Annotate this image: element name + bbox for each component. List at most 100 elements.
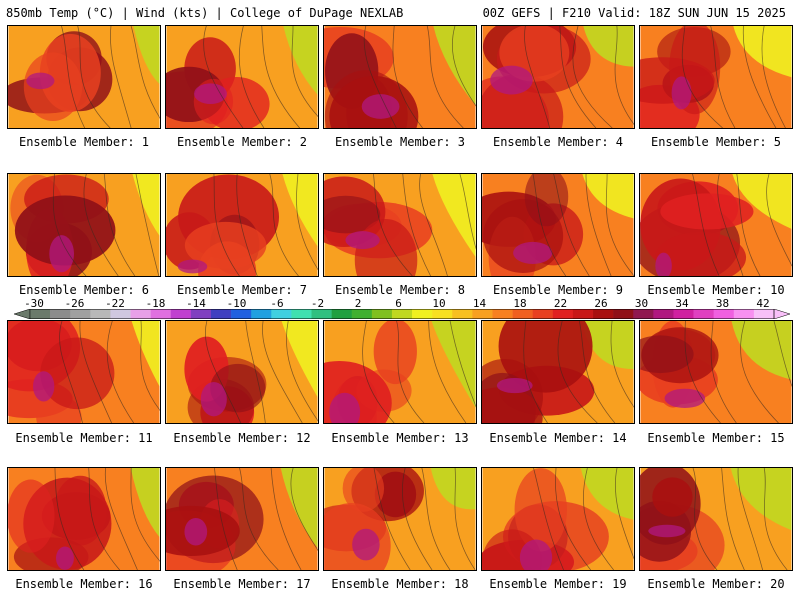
colorbar-tick-label: 38 — [715, 297, 730, 310]
ensemble-panel-4[interactable] — [481, 25, 635, 129]
colorbar-swatch — [331, 309, 353, 319]
warm-region — [324, 195, 381, 234]
warm-region — [482, 387, 543, 423]
ensemble-panel-9[interactable] — [481, 173, 635, 277]
contour-line — [79, 321, 112, 423]
ensemble-panel-3[interactable] — [323, 25, 477, 129]
warm-region — [40, 337, 115, 410]
ensemble-panel-10[interactable] — [639, 173, 793, 277]
colorbar-swatch — [50, 309, 71, 319]
colorbar-swatch — [472, 309, 493, 319]
hot-spot — [513, 241, 553, 264]
colorbar-swatch — [351, 309, 373, 319]
colorbar-swatch — [753, 309, 775, 319]
colorbar-swatch — [653, 309, 674, 319]
ensemble-panel-2[interactable] — [165, 25, 319, 129]
warm-region — [660, 193, 754, 230]
contour-line — [692, 174, 720, 276]
colorbar-swatch — [512, 309, 534, 319]
temperature-map — [324, 26, 476, 128]
colorbar-tick-label: -14 — [186, 297, 206, 310]
colorbar-arrow-right — [773, 309, 790, 319]
colorbar-swatch — [70, 309, 91, 319]
ensemble-panel-5[interactable] — [639, 25, 793, 129]
warm-region — [640, 335, 694, 374]
colorbar-swatch — [210, 309, 232, 319]
colorbar-tick-label: -22 — [105, 297, 125, 310]
cool-region — [283, 26, 318, 95]
cool-region — [433, 26, 476, 106]
panel-label-3: Ensemble Member: 3 — [334, 135, 466, 149]
temperature-map — [324, 468, 476, 570]
ensemble-panel-6[interactable] — [7, 173, 161, 277]
contour-line — [555, 468, 591, 570]
hot-spot — [519, 539, 553, 570]
colorbar-swatch — [291, 309, 312, 319]
cool-region — [582, 174, 634, 219]
ensemble-panel-13[interactable] — [323, 320, 477, 424]
temperature-map — [8, 26, 160, 128]
colorbar-swatch — [532, 309, 554, 319]
ensemble-panel-14[interactable] — [481, 320, 635, 424]
contour-line — [583, 468, 614, 570]
contour-line — [373, 174, 413, 276]
ensemble-panel-19[interactable] — [481, 467, 635, 571]
contour-line — [449, 321, 476, 408]
panel-label-18: Ensemble Member: 18 — [331, 577, 469, 591]
temperature-map — [640, 321, 792, 423]
warm-region — [655, 231, 747, 276]
contour-line — [721, 468, 745, 570]
contour-line — [83, 174, 119, 276]
ensemble-panel-1[interactable] — [7, 25, 161, 129]
panel-label-1: Ensemble Member: 1 — [18, 135, 150, 149]
ensemble-panel-15[interactable] — [639, 320, 793, 424]
contour-line — [362, 321, 395, 423]
ensemble-panel-8[interactable] — [323, 173, 477, 277]
contour-line — [533, 468, 564, 570]
contour-line — [524, 26, 551, 128]
contour-line — [88, 468, 120, 570]
warm-region — [524, 174, 569, 227]
hot-spot — [352, 528, 380, 561]
ensemble-panel-18[interactable] — [323, 467, 477, 571]
colorbar-swatch — [231, 309, 252, 319]
ensemble-panel-17[interactable] — [165, 467, 319, 571]
warm-region — [14, 195, 116, 266]
contour-line — [205, 321, 242, 423]
panel-label-5: Ensemble Member: 5 — [650, 135, 782, 149]
contour-line — [710, 26, 736, 128]
hot-spot — [648, 524, 686, 538]
contour-line — [605, 174, 634, 276]
ensemble-panel-11[interactable] — [7, 320, 161, 424]
hot-spot — [329, 392, 361, 423]
contour-line — [763, 468, 788, 570]
ensemble-panel-12[interactable] — [165, 320, 319, 424]
hot-spot — [55, 546, 74, 570]
contour-line — [103, 174, 136, 276]
contour-line — [421, 468, 451, 570]
colorbar-arrow-left — [14, 309, 31, 319]
contour-line — [245, 321, 266, 423]
contour-line — [454, 468, 476, 570]
temperature-map — [640, 26, 792, 128]
run-valid-time: 00Z GEFS | F210 Valid: 18Z SUN JUN 15 20… — [482, 6, 786, 20]
contour-line — [239, 468, 279, 570]
panel-label-7: Ensemble Member: 7 — [176, 283, 308, 297]
ensemble-panel-16[interactable] — [7, 467, 161, 571]
contour-line — [140, 321, 160, 411]
contour-line — [742, 26, 777, 128]
cool-region — [130, 468, 160, 538]
colorbar-tick-label: -18 — [145, 297, 166, 310]
header: 850mb Temp (°C) | Wind (kts) | College o… — [0, 0, 800, 24]
ensemble-panel-7[interactable] — [165, 173, 319, 277]
colorbar-tick-label: 34 — [675, 297, 689, 310]
contour-line — [766, 174, 792, 267]
temperature-map — [8, 174, 160, 276]
contour-line — [614, 468, 634, 560]
ensemble-panel-20[interactable] — [639, 467, 793, 571]
contour-line — [736, 174, 761, 276]
contour-line — [761, 26, 786, 128]
colorbar-swatch — [572, 309, 594, 319]
contour-line — [585, 174, 612, 276]
colorbar-tick-label: -26 — [64, 297, 85, 310]
